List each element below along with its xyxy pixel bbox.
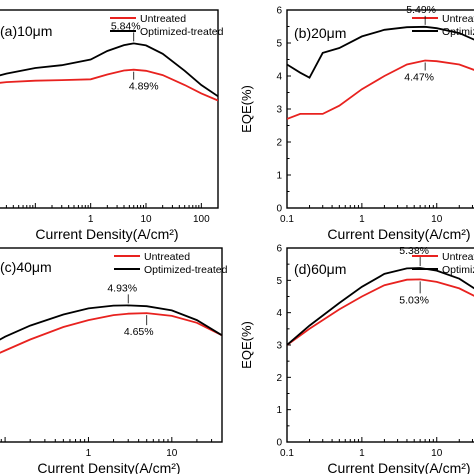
annotation-label: 5.03%	[399, 294, 429, 306]
series-line-untreated	[287, 278, 474, 346]
y-tick-label: 4	[276, 308, 282, 319]
x-tick-label: 1	[88, 214, 94, 225]
y-tick-label: 3	[276, 341, 282, 352]
y-tick-label: 0	[276, 438, 282, 449]
panel-label: (b)20μm	[294, 25, 346, 41]
x-axis-label: Current Density(A/cm²)	[327, 460, 470, 474]
x-axis-label: Current Density(A/cm²)	[327, 226, 470, 242]
series-line-optimized-treated	[0, 304, 222, 341]
panel-label: (a)10μm	[0, 23, 52, 39]
series-line-optimized-treated	[287, 25, 474, 79]
y-axis-label: EQE(%)	[239, 321, 254, 369]
series-line-optimized-treated	[287, 267, 474, 346]
x-tick-label: 1	[359, 214, 365, 225]
y-tick-label: 1	[276, 405, 282, 416]
legend-entry: Optimized-treated	[442, 264, 474, 276]
y-axis-label: EQE(%)	[239, 85, 254, 133]
y-tick-label: 0	[276, 204, 282, 215]
x-axis-label: Current Density(A/cm²)	[37, 460, 180, 474]
annotation-label: 4.47%	[404, 71, 434, 83]
annotation-label: 5.84%	[111, 20, 141, 32]
y-tick-label: 4	[276, 72, 282, 83]
plot-frame	[0, 9, 219, 209]
y-tick-label: 2	[276, 138, 282, 149]
x-tick-label: 0.1	[280, 448, 294, 459]
legend-entry: Untreated	[442, 251, 474, 263]
panel-4: 0.1 1 10 0 1 2 3 4 5 6 EQE(%) Current Density(A/cm²…	[239, 244, 474, 474]
series-line-optimized-treated	[0, 42, 218, 98]
y-tick-label: 5	[276, 276, 282, 287]
y-tick-label: 6	[276, 244, 282, 255]
x-axis-label: Current Density(A/cm²)	[35, 226, 178, 242]
series-line-untreated	[0, 68, 218, 102]
legend-entry: Untreated	[442, 13, 474, 25]
x-tick-label: 100	[193, 214, 210, 225]
plot-frame	[0, 247, 223, 443]
x-tick-label: 10	[431, 448, 443, 459]
x-tick-label: 1	[86, 448, 92, 459]
x-tick-label: 10	[166, 448, 178, 459]
legend-entry: Untreated	[140, 13, 186, 25]
annotation-label: 4.93%	[107, 282, 137, 294]
legend-entry: Untreated	[144, 251, 190, 263]
annotation-label: 5.38%	[399, 245, 429, 257]
x-tick-label: 1	[359, 448, 365, 459]
legend-entry: Optimized-treated	[442, 26, 474, 38]
x-tick-label: 10	[431, 214, 443, 225]
y-tick-label: 5	[276, 39, 282, 50]
panel-1: 1 10 100 Current Density(A/cm²) (a)10μm Untre…	[0, 9, 224, 242]
annotation-label: 5.49%	[406, 4, 436, 16]
series-line-untreated	[0, 312, 222, 354]
annotation-label: 4.89%	[129, 81, 159, 93]
x-tick-label: 10	[140, 214, 152, 225]
panel-label: (c)40μm	[0, 259, 52, 275]
x-tick-label: 0.1	[280, 214, 294, 225]
annotation-label: 4.65%	[124, 326, 154, 338]
legend-entry: Optimized-treated	[140, 26, 224, 38]
legend-entry: Optimized-treated	[144, 264, 228, 276]
panel-2: 0.1 1 10 0 1 2 3 4 5 6 EQE(%) Current Density(A/cm²…	[239, 4, 474, 242]
y-tick-label: 3	[276, 105, 282, 116]
series-line-untreated	[287, 59, 474, 120]
y-tick-label: 1	[276, 171, 282, 182]
y-tick-label: 2	[276, 373, 282, 384]
panel-label: (d)60μm	[294, 261, 346, 277]
y-tick-label: 6	[276, 6, 282, 17]
